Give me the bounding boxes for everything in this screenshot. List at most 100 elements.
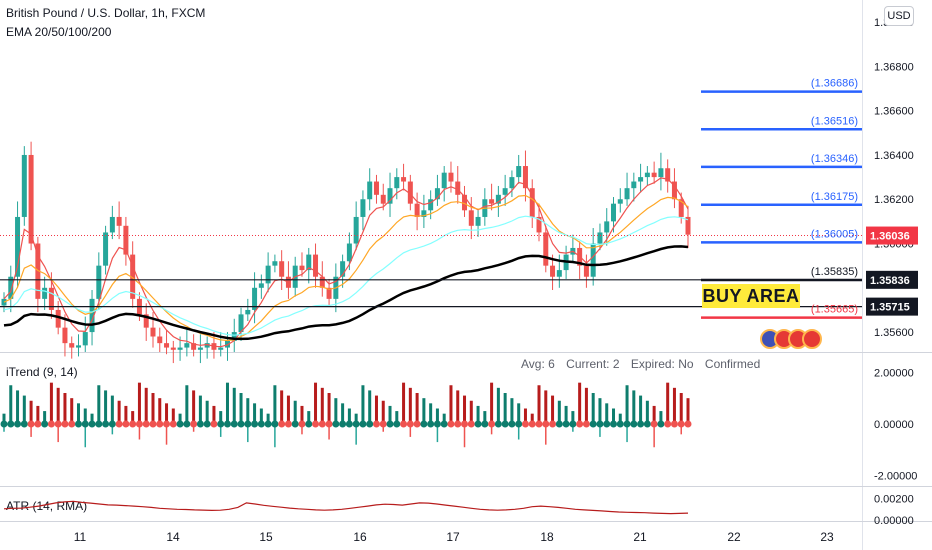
itrend-bar xyxy=(253,403,257,424)
ema-line-50 xyxy=(3,194,689,342)
candle-body xyxy=(421,210,427,217)
itrend-bar xyxy=(165,403,169,424)
itrend-bar xyxy=(104,390,108,424)
itrend-dot xyxy=(54,420,62,428)
itrend-bar xyxy=(178,413,182,424)
atr-y-tick: 0.00200 xyxy=(874,494,914,506)
candle-body xyxy=(516,166,522,178)
candle-body xyxy=(583,265,589,277)
itrend-dot xyxy=(535,420,543,428)
itrend-bar xyxy=(192,424,195,432)
candle-body xyxy=(42,287,48,299)
candle-body xyxy=(157,336,163,344)
candle-body xyxy=(197,347,203,350)
itrend-bar xyxy=(476,405,480,424)
itrend-dot xyxy=(650,420,658,428)
x-tick-label: 15 xyxy=(259,530,273,544)
candle-body xyxy=(204,343,210,348)
candle-body xyxy=(373,181,379,195)
itrend-bar xyxy=(273,385,277,424)
itrend-dot xyxy=(332,420,340,428)
itrend-dot xyxy=(576,420,584,428)
currency-button[interactable]: USD xyxy=(884,6,914,26)
candle-body xyxy=(522,166,528,189)
itrend-dot xyxy=(582,420,590,428)
x-tick-label: 16 xyxy=(353,530,367,544)
itrend-dot xyxy=(623,420,631,428)
itrend-dot xyxy=(345,420,353,428)
candle-body xyxy=(272,261,278,266)
itrend-bar xyxy=(442,413,446,424)
us-flag-icon[interactable] xyxy=(802,329,822,349)
candle-body xyxy=(258,283,264,288)
candle-body xyxy=(550,265,556,277)
itrend-bar xyxy=(198,395,202,424)
itrend-bar xyxy=(76,403,80,424)
itrend-dot xyxy=(142,420,150,428)
candle-body xyxy=(299,265,305,271)
itrend-bar xyxy=(49,382,53,424)
fib-level-label: (1.36005) xyxy=(811,228,858,240)
itrend-bar xyxy=(517,424,520,440)
candle-body xyxy=(340,261,346,277)
status-bar: Avg: 6 Current: 2 Expired: No Confirmed xyxy=(521,357,768,371)
atr-line xyxy=(3,500,689,515)
x-tick-label: 23 xyxy=(820,530,834,544)
itrend-dot xyxy=(163,420,171,428)
itrend-bar xyxy=(212,405,216,424)
current-price-tag xyxy=(866,226,918,245)
candle-body xyxy=(96,265,102,299)
ema-line-100 xyxy=(3,215,689,336)
candle-body xyxy=(441,172,447,189)
itrend-bar xyxy=(320,387,324,424)
itrend-bar xyxy=(328,424,330,440)
itrend-bar xyxy=(219,424,222,437)
itrend-dot xyxy=(325,420,333,428)
status-avg: Avg: 6 xyxy=(521,357,555,371)
itrend-dot xyxy=(81,420,89,428)
itrend-bar xyxy=(266,413,270,424)
itrend-dot xyxy=(677,420,685,428)
itrend-bar xyxy=(246,398,250,424)
itrend-bar xyxy=(435,408,439,424)
event-flags[interactable] xyxy=(760,329,822,351)
candle-body xyxy=(35,243,41,299)
x-tick-label: 21 xyxy=(633,530,647,544)
support-price-label: 1.35836 xyxy=(870,275,910,287)
candle-body xyxy=(631,181,637,189)
candle-body xyxy=(380,194,386,204)
candle-body xyxy=(509,177,515,189)
itrend-dot xyxy=(237,420,245,428)
itrend-bar xyxy=(496,387,500,424)
itrend-bar xyxy=(293,400,297,424)
itrend-bar xyxy=(84,424,87,448)
itrend-dot xyxy=(257,420,265,428)
itrend-dot xyxy=(521,420,529,428)
itrend-bar xyxy=(138,424,141,440)
itrend-bar xyxy=(280,390,284,424)
itrend-dot xyxy=(433,420,441,428)
itrend-dot xyxy=(0,420,8,428)
candle-body xyxy=(367,181,373,200)
candle-body xyxy=(658,168,664,178)
x-tick-label: 18 xyxy=(540,530,554,544)
itrend-dot xyxy=(278,420,286,428)
itrend-bar xyxy=(205,400,209,424)
y-tick-label: 1.36800 xyxy=(874,61,914,73)
itrend-bar xyxy=(381,400,385,424)
fib-level-label: (1.36516) xyxy=(811,115,858,127)
itrend-dot xyxy=(474,420,482,428)
itrend-title: iTrend (9, 14) xyxy=(6,365,78,379)
itrend-dot xyxy=(74,420,82,428)
support-price-label: 1.35715 xyxy=(870,302,910,314)
itrend-bar xyxy=(652,405,656,424)
itrend-bar xyxy=(192,390,196,424)
itrend-bar xyxy=(679,393,683,424)
current-price-label: 1.36036 xyxy=(870,231,910,243)
itrend-dot xyxy=(27,420,35,428)
itrend-bar xyxy=(307,411,311,424)
itrend-dot xyxy=(339,420,347,428)
itrend-dot xyxy=(305,420,313,428)
itrend-bar xyxy=(124,405,128,424)
